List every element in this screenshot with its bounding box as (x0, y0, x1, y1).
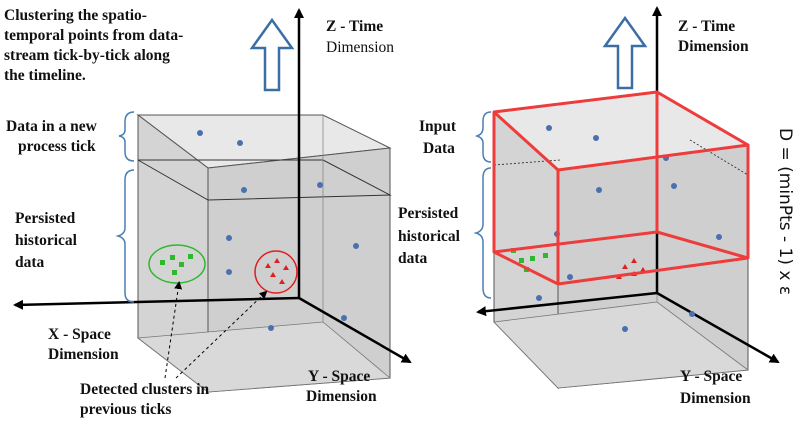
caption-line: the timeline. (4, 67, 86, 84)
data-point (226, 269, 232, 275)
window-size-formula: D = (minPts - 1) x ε (775, 128, 795, 295)
left-clusters-label: Detected clusters in (80, 381, 210, 398)
left-brace-new-tick (118, 111, 135, 162)
right-input-label: Data (423, 140, 455, 157)
left-persisted-label: Persisted (15, 210, 76, 227)
left-y-axis (298, 296, 412, 364)
caption-line: temporal points from data- (4, 27, 183, 44)
right-z-axis-label: Z - Time (678, 18, 735, 35)
pointer-arrow (175, 290, 268, 379)
right-brace-input (474, 111, 492, 163)
left-x-axis (13, 296, 300, 310)
data-point (622, 326, 628, 332)
red-cluster-ring (254, 250, 298, 294)
right-persisted-label: Persisted (398, 205, 459, 222)
right-persisted-label: historical (398, 228, 461, 245)
cluster-point (160, 260, 165, 265)
left-y-axis-label: Dimension (306, 388, 377, 405)
left-y-axis-label: Y - Space (308, 368, 370, 385)
cluster-point (265, 263, 271, 268)
data-point (536, 295, 542, 301)
data-point (596, 187, 602, 193)
cluster-point (172, 270, 177, 275)
right-y-axis-label: Dimension (680, 390, 751, 407)
right-brace-persisted (473, 167, 492, 299)
right-time-arrow-icon (602, 15, 648, 90)
right-cube (492, 91, 750, 390)
caption-line: stream tick-by-tick along (4, 47, 170, 64)
left-persisted-label: historical (15, 232, 78, 249)
right-window-box (492, 90, 750, 286)
cluster-point (283, 265, 289, 270)
cluster-point (170, 255, 175, 260)
cluster-point (270, 272, 276, 277)
cluster-point (530, 256, 535, 261)
cluster-point (519, 258, 524, 263)
data-point (341, 315, 347, 321)
data-point (268, 325, 274, 331)
data-point (317, 182, 323, 188)
data-point (593, 135, 599, 141)
cluster-point (631, 258, 637, 263)
cluster-point (188, 254, 193, 259)
left-new-tick-label: process tick (18, 138, 96, 155)
left-red-cluster (254, 250, 298, 294)
cluster-point (179, 262, 184, 267)
left-cube (136, 113, 392, 394)
left-axes (13, 8, 412, 364)
left-brace-persisted (115, 169, 135, 303)
right-persisted-label: data (398, 250, 428, 267)
data-point (689, 311, 695, 317)
right-guide-line (689, 139, 749, 176)
left-caption: Clustering the spatio- temporal points f… (4, 7, 183, 84)
right-z-axis-sublabel: Dimension (678, 38, 749, 55)
data-point (546, 125, 552, 131)
cluster-point (622, 264, 628, 269)
right-input-label: Input (419, 118, 457, 135)
left-z-axis-sublabel: Dimension (326, 39, 394, 56)
left-x-axis-label: X - Space (48, 326, 111, 343)
data-point (241, 187, 247, 193)
data-point (226, 235, 232, 241)
left-cube-inner (136, 321, 392, 393)
cluster-point (279, 279, 285, 284)
left-tick-slice-line (137, 159, 392, 201)
data-point (353, 243, 359, 249)
left-x-axis-label: Dimension (48, 346, 119, 363)
right-y-axis (656, 291, 780, 364)
data-point (197, 130, 203, 136)
right-y-axis-label: Y - Space (680, 368, 742, 385)
pointer-arrow (164, 281, 183, 379)
cluster-point (543, 253, 548, 258)
cluster-point (274, 258, 280, 263)
left-cluster-pointers (164, 281, 268, 379)
data-point (716, 234, 722, 240)
left-persisted-label: data (15, 254, 45, 271)
caption-line: Clustering the spatio- (4, 7, 147, 24)
left-time-arrow-icon (249, 17, 295, 92)
right-x-axis (476, 291, 658, 317)
data-point (567, 274, 573, 280)
left-clusters-label: previous ticks (80, 401, 171, 418)
left-new-tick-label: Data in a new (6, 118, 98, 135)
left-points (197, 130, 359, 331)
left-z-axis-label: Z - Time (326, 18, 383, 35)
data-point (237, 140, 243, 146)
right-cube-inner (493, 301, 750, 389)
right-guide-line (493, 159, 561, 166)
data-point (671, 183, 677, 189)
